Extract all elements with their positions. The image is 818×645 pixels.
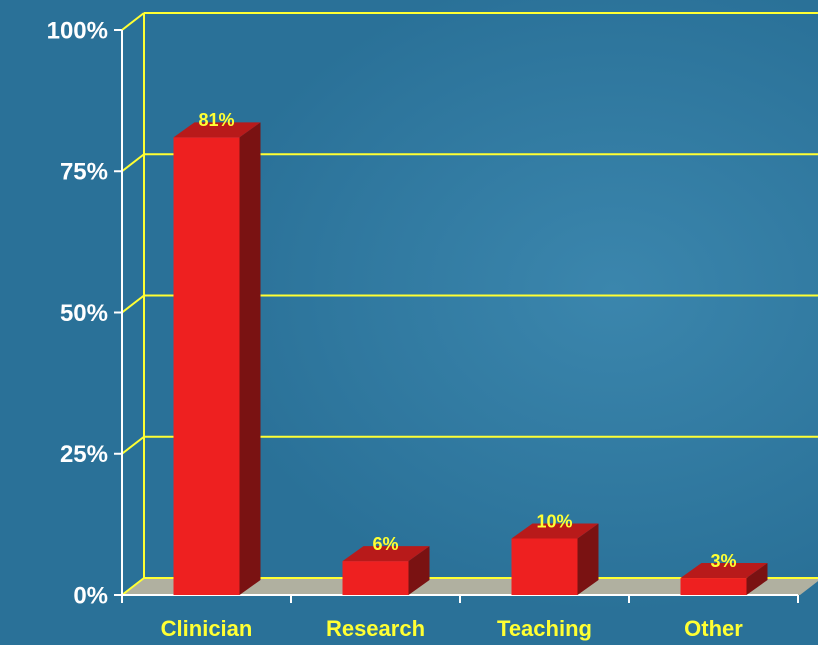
value-label: 81% bbox=[198, 110, 234, 130]
bar-side bbox=[746, 563, 768, 595]
bar bbox=[342, 561, 409, 595]
x-tick-label: Teaching bbox=[497, 616, 592, 641]
x-tick-label: Research bbox=[326, 616, 425, 641]
x-tick-label: Other bbox=[684, 616, 743, 641]
y-tick-label: 75% bbox=[60, 159, 108, 186]
x-tick-label: Clinician bbox=[161, 616, 253, 641]
bar bbox=[511, 538, 578, 595]
y-tick-label: 0% bbox=[73, 582, 108, 609]
y-tick-label: 25% bbox=[60, 441, 108, 468]
y-tick-label: 50% bbox=[60, 300, 108, 327]
grid-line bbox=[121, 294, 145, 314]
grid-line bbox=[121, 435, 145, 455]
bar-side bbox=[577, 523, 599, 595]
value-label: 10% bbox=[536, 511, 572, 531]
bar bbox=[173, 137, 240, 595]
value-label: 6% bbox=[372, 534, 398, 554]
bar-side bbox=[408, 546, 430, 595]
grid-line bbox=[121, 153, 145, 173]
grid-line bbox=[121, 12, 145, 31]
floor bbox=[122, 578, 818, 595]
grid-line bbox=[121, 577, 145, 596]
bar-top bbox=[342, 546, 430, 562]
bar-top bbox=[511, 523, 599, 539]
bar-top bbox=[680, 563, 768, 579]
bar bbox=[680, 578, 747, 595]
value-label: 3% bbox=[710, 551, 736, 571]
bar-side bbox=[239, 122, 261, 595]
bar-top bbox=[173, 122, 261, 138]
y-tick-label: 100% bbox=[47, 17, 108, 44]
